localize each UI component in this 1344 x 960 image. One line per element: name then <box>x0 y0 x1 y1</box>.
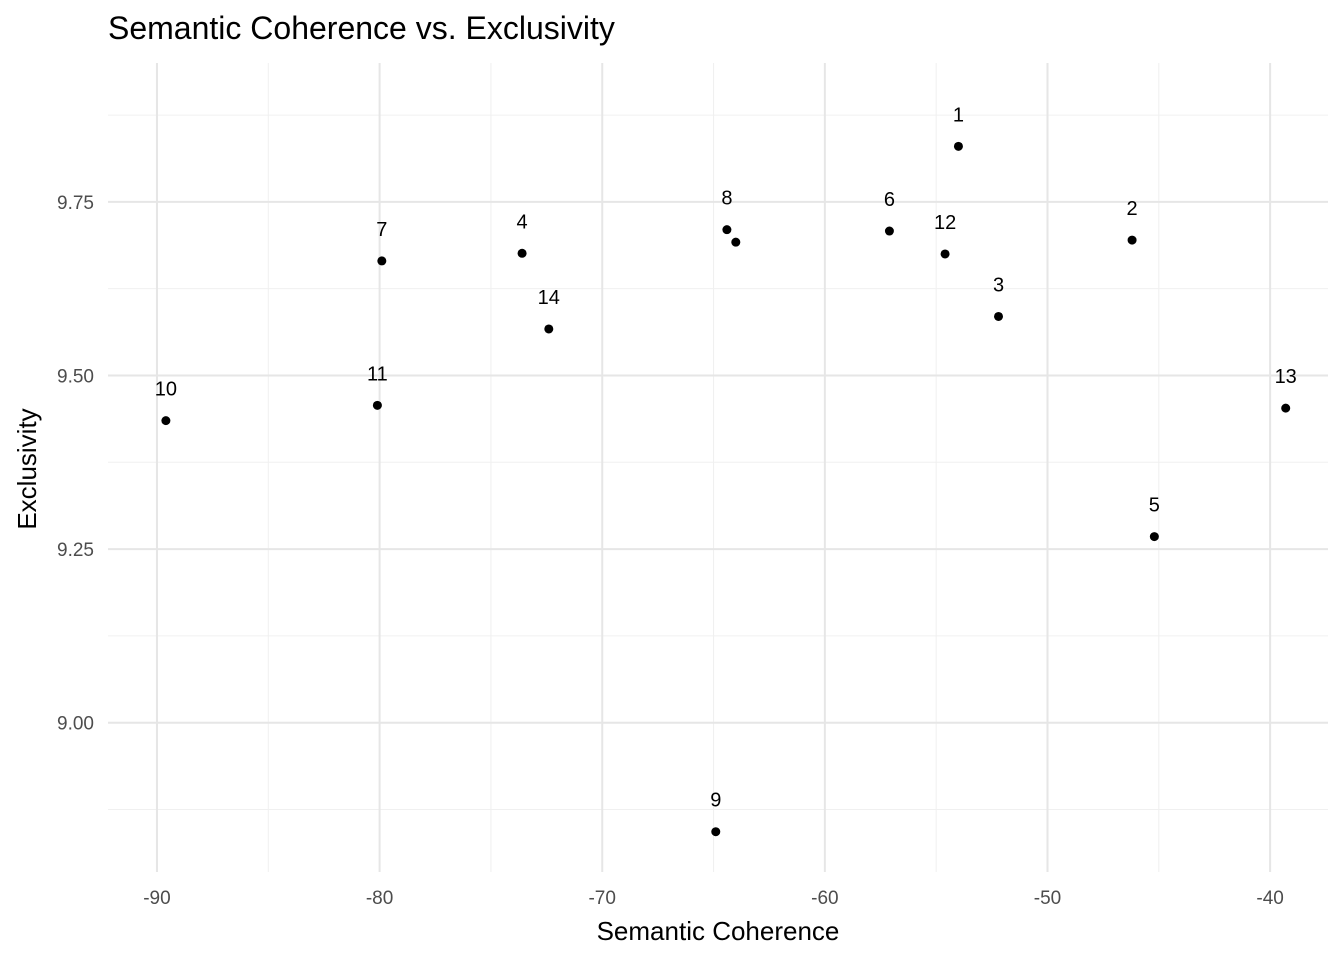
x-tick-label: -40 <box>1256 888 1283 909</box>
point-label: 5 <box>1149 495 1160 517</box>
point-label: 10 <box>155 379 177 401</box>
y-axis-tick-labels: 9.00 9.25 9.50 9.75 <box>57 193 94 735</box>
y-tick-label: 9.75 <box>57 193 94 214</box>
y-tick-label: 9.00 <box>57 714 94 735</box>
point-label: 11 <box>367 363 388 385</box>
data-point <box>1127 235 1137 245</box>
x-tick-label: -80 <box>366 888 393 909</box>
point-label: 12 <box>934 212 956 234</box>
data-point <box>372 400 382 410</box>
x-tick-label: -60 <box>811 888 838 909</box>
data-point <box>517 248 527 258</box>
data-point <box>731 237 741 247</box>
data-point <box>1149 532 1159 542</box>
data-point <box>994 311 1004 321</box>
point-label: 13 <box>1275 366 1297 388</box>
data-point <box>544 324 554 334</box>
data-point <box>722 225 732 235</box>
point-label: 14 <box>538 287 560 309</box>
x-axis-tick-labels: -90 -80 -70 -60 -50 -40 <box>143 888 1284 909</box>
y-axis-title: Exclusivity <box>12 408 42 529</box>
x-tick-label: -90 <box>143 888 170 909</box>
data-point <box>377 256 387 266</box>
data-point <box>161 416 171 426</box>
data-point <box>940 249 950 259</box>
data-points <box>161 141 1291 837</box>
x-axis-title: Semantic Coherence <box>597 916 840 946</box>
point-label: 7 <box>376 219 387 241</box>
data-point <box>884 226 894 236</box>
data-point <box>953 141 963 151</box>
x-tick-label: -50 <box>1034 888 1061 909</box>
minor-gridlines <box>108 63 1328 872</box>
point-label: 6 <box>884 189 895 211</box>
y-tick-label: 9.25 <box>57 540 94 561</box>
chart-title: Semantic Coherence vs. Exclusivity <box>108 10 615 46</box>
y-tick-label: 9.50 <box>57 366 94 387</box>
data-point <box>711 827 721 837</box>
point-label: 4 <box>517 211 528 233</box>
x-tick-label: -70 <box>588 888 615 909</box>
data-point <box>1281 403 1291 413</box>
point-label: 1 <box>953 104 964 126</box>
point-label: 2 <box>1127 198 1138 220</box>
point-label: 8 <box>721 188 732 210</box>
point-label: 3 <box>993 274 1004 296</box>
major-gridlines <box>108 63 1328 872</box>
point-label: 9 <box>710 790 721 812</box>
